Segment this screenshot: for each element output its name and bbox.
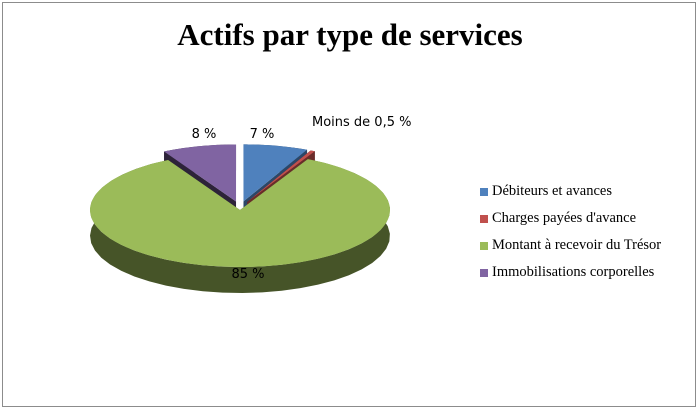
legend-label-tresor: Montant à recevoir du Trésor: [492, 237, 662, 253]
legend: Débiteurs et avances Charges payées d'av…: [480, 178, 661, 286]
legend-item-charges: Charges payées d'avance: [480, 205, 661, 232]
pie-slice-top-charges: [247, 150, 315, 203]
legend-label-debiteurs: Débiteurs et avances: [492, 183, 612, 199]
pie-slice-top-immobilisations: [164, 144, 237, 202]
legend-swatch-charges: [480, 214, 488, 223]
legend-swatch-tresor: [480, 241, 488, 250]
pie-slice-top-debiteurs: [243, 144, 308, 202]
pie-slice-side-tresor: [90, 159, 390, 293]
legend-swatch-immobilisations: [480, 268, 488, 277]
data-label-tresor: 85 %: [231, 267, 264, 282]
legend-swatch-debiteurs: [480, 187, 488, 196]
legend-item-immobilisations: Immobilisations corporelles: [480, 259, 661, 286]
pie-slice-top-tresor: [89, 159, 390, 267]
legend-label-immobilisations: Immobilisations corporelles: [492, 264, 655, 280]
pie-slice-tresor: [89, 159, 390, 293]
legend-item-tresor: Montant à recevoir du Trésor: [480, 232, 661, 259]
legend-label-charges: Charges payées d'avance: [492, 210, 637, 226]
chart-title: Actifs par type de services: [177, 17, 523, 52]
data-label-charges: Moins de 0,5 %: [312, 115, 411, 130]
legend-item-debiteurs: Débiteurs et avances: [480, 178, 661, 205]
data-label-immobilisations: 8 %: [192, 127, 217, 142]
pie-slices: [89, 144, 390, 293]
data-label-debiteurs: 7 %: [250, 127, 275, 142]
